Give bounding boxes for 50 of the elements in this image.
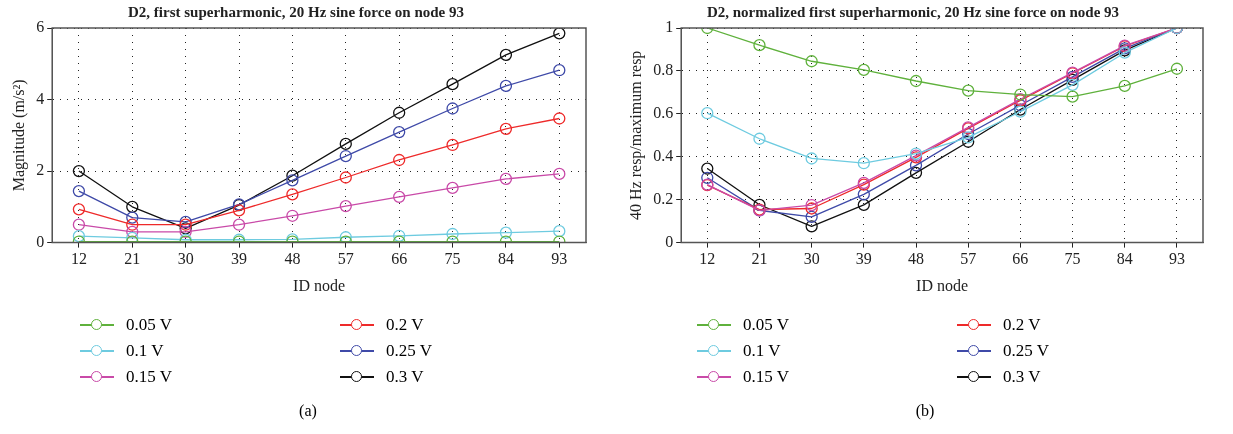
x-tick-label: 75	[444, 250, 461, 268]
legend-label: 0.1 V	[743, 341, 781, 361]
y-tick-label: 0	[36, 232, 45, 250]
x-axis-title: ID node	[293, 276, 346, 294]
y-tick-label: 0.4	[653, 146, 674, 164]
x-tick-label: 93	[551, 250, 568, 268]
y-tick-label: 0.2	[653, 189, 674, 207]
x-tick-label: 12	[699, 250, 716, 268]
legend-label: 0.05 V	[126, 315, 172, 335]
chart-title: D2, normalized first superharmonic, 20 Hz sine force on node 93	[706, 3, 1120, 20]
x-tick-label: 57	[337, 250, 354, 268]
x-tick-label: 21	[124, 250, 141, 268]
y-tick-label: 0.8	[653, 61, 674, 79]
y-tick-label: 0	[665, 232, 674, 250]
y-tick-label: 4	[36, 89, 45, 107]
y-axis-title: 40 Hz resp/maximum resp	[626, 50, 645, 220]
y-tick-label: 1	[665, 18, 674, 36]
legend-label: 0.2 V	[386, 315, 424, 335]
legend-label: 0.15 V	[126, 367, 172, 387]
legend-label: 0.15 V	[743, 367, 789, 387]
text: (a)	[298, 402, 318, 420]
y-tick-label: 6	[36, 18, 45, 36]
x-tick-label: 57	[960, 250, 977, 268]
x-tick-label: 39	[855, 250, 872, 268]
x-tick-label: 39	[231, 250, 248, 268]
x-tick-label: 30	[177, 250, 194, 268]
legend-label: 0.3 V	[386, 367, 424, 387]
text: (b)	[914, 402, 936, 420]
x-tick-label: 12	[70, 250, 87, 268]
legend-label: 0.2 V	[1003, 315, 1041, 335]
x-tick-label: 66	[391, 250, 408, 268]
legend-label: 0.25 V	[1003, 341, 1049, 361]
x-tick-label: 66	[1012, 250, 1029, 268]
y-tick-label: 0.6	[653, 104, 674, 122]
x-tick-label: 21	[751, 250, 768, 268]
y-tick-label: 2	[36, 161, 45, 179]
legend-label: 0.05 V	[743, 315, 789, 335]
x-tick-label: 84	[1116, 250, 1133, 268]
y-axis-title: Magnitude (m/s²)	[9, 79, 28, 192]
legend-label: 0.25 V	[386, 341, 432, 361]
x-tick-label: 75	[1064, 250, 1081, 268]
x-tick-label: 48	[284, 250, 301, 268]
x-tick-label: 84	[497, 250, 514, 268]
x-tick-label: 93	[1168, 250, 1185, 268]
x-axis-title: ID node	[916, 276, 969, 294]
x-tick-label: 48	[908, 250, 925, 268]
legend-label: 0.1 V	[126, 341, 164, 361]
chart-title: D2, first superharmonic, 20 Hz sine force on node 93	[128, 3, 464, 20]
legend-label: 0.3 V	[1003, 367, 1041, 387]
x-tick-label: 30	[803, 250, 820, 268]
